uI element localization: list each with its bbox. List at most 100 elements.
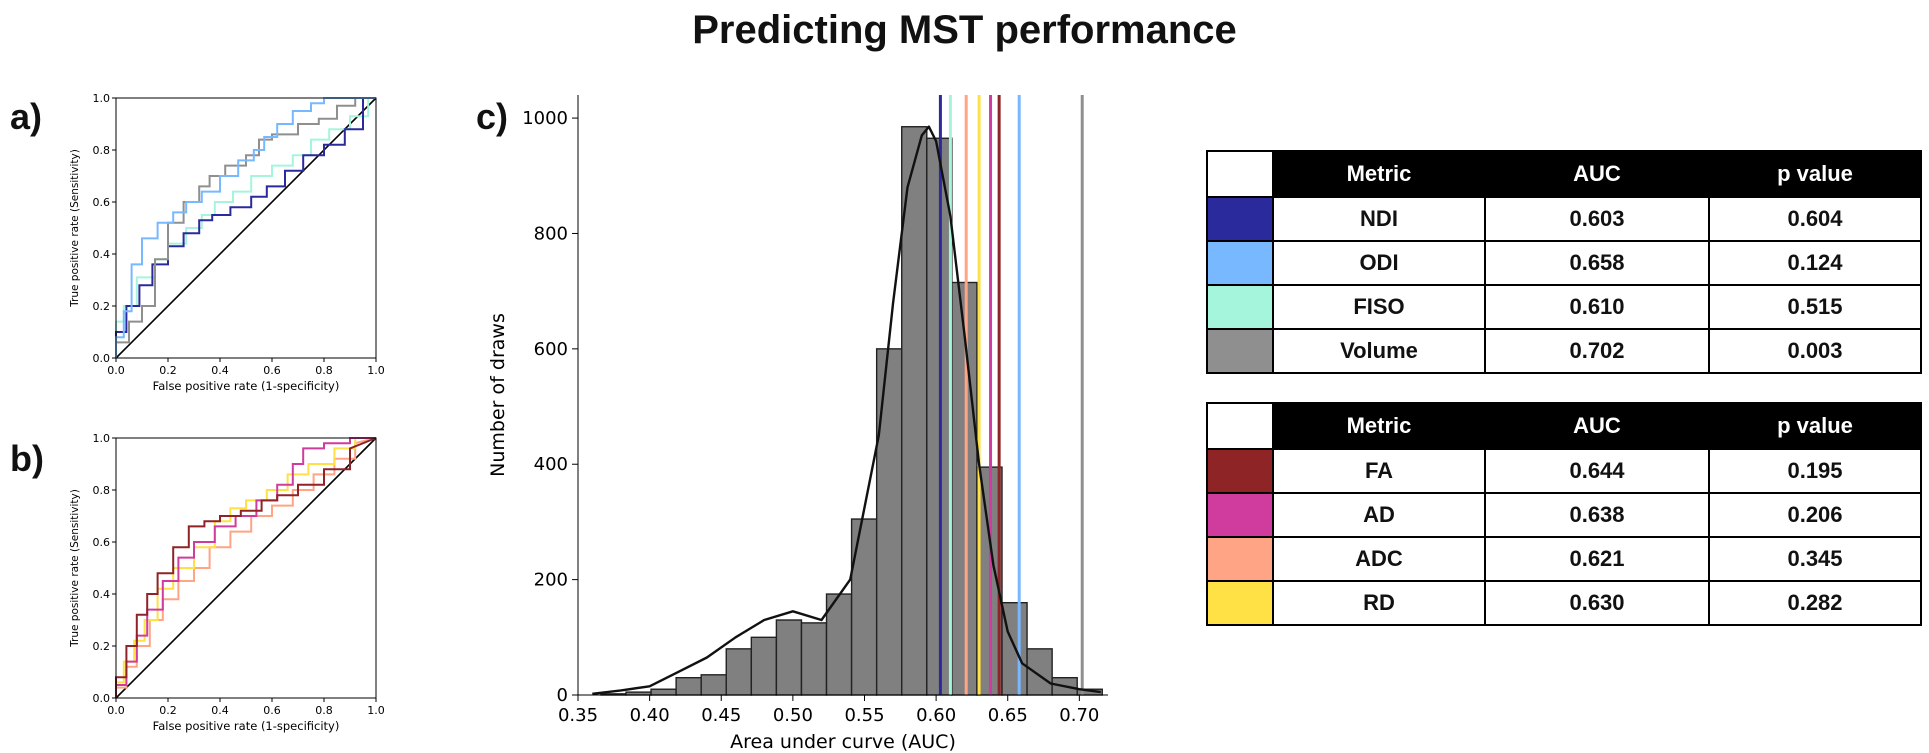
y-tick-label: 0.4 — [93, 248, 111, 261]
chance-diagonal — [115, 97, 377, 359]
table-row: ADC 0.621 0.345 — [1206, 536, 1922, 582]
y-tick-label: 800 — [534, 223, 568, 244]
p-value-cell: 0.124 — [1708, 240, 1922, 286]
auc-cell: 0.644 — [1484, 448, 1710, 494]
table-row: FISO 0.610 0.515 — [1206, 284, 1922, 330]
histogram-bar — [650, 688, 677, 696]
y-tick-label: 0.4 — [93, 588, 111, 601]
y-tick-label: 0.2 — [93, 640, 111, 653]
y-tick-label: 0.8 — [93, 144, 111, 157]
p-value-cell: 0.206 — [1708, 492, 1922, 538]
histogram-bar — [800, 622, 828, 696]
x-tick-label: 0.35 — [558, 705, 598, 726]
y-tick-label: 0 — [557, 685, 568, 706]
auc-cell: 0.610 — [1484, 284, 1710, 330]
page-title: Predicting MST performance — [692, 8, 1237, 52]
metric-cell: AD — [1272, 492, 1486, 538]
histogram-bar — [775, 619, 803, 696]
y-tick-label: 200 — [534, 570, 568, 591]
y-tick-label: 0.8 — [93, 484, 111, 497]
color-swatch — [1206, 492, 1274, 538]
x-tick-label: 0.4 — [211, 364, 229, 377]
y-tick-label: 0.2 — [93, 300, 111, 313]
x-tick-label: 0.8 — [315, 704, 333, 717]
table-row: NDI 0.603 0.604 — [1206, 196, 1922, 242]
p-value-cell: 0.282 — [1708, 580, 1922, 626]
y-tick-label: 0.6 — [93, 536, 111, 549]
roc-curve-odi — [115, 97, 376, 358]
table-header: Metric AUC p value — [1206, 150, 1922, 198]
x-tick-label: 0.55 — [844, 705, 884, 726]
auc-cell: 0.603 — [1484, 196, 1710, 242]
metric-cell: NDI — [1272, 196, 1486, 242]
x-tick-label: 0.50 — [773, 705, 813, 726]
y-tick-label: 1000 — [522, 108, 568, 129]
auc-cell: 0.658 — [1484, 240, 1710, 286]
table-row: ODI 0.658 0.124 — [1206, 240, 1922, 286]
x-tick-label: 1.0 — [367, 364, 385, 377]
y-tick-label: 1.0 — [93, 432, 111, 445]
auc-header: AUC — [1484, 402, 1710, 450]
panel-label-a: a) — [10, 96, 43, 137]
legend-table-1: Metric AUC p value NDI 0.603 0.604 ODI 0.658… — [1206, 150, 1922, 374]
x-tick-label: 0.0 — [107, 364, 125, 377]
histogram-bar — [675, 676, 702, 696]
histogram-bar — [1026, 648, 1053, 696]
color-swatch — [1206, 536, 1274, 582]
p-value-cell: 0.195 — [1708, 448, 1922, 494]
auc-cell: 0.702 — [1484, 328, 1710, 374]
metric-cell: FA — [1272, 448, 1486, 494]
metric-header: Metric — [1272, 402, 1486, 450]
roc-curve-fiso — [115, 97, 376, 358]
roc-chart-b: 0.0 0.2 0.4 0.6 0.8 1.0 0.0 0.2 0.4 0.6 0.8 1.0 Fals… — [69, 432, 385, 733]
auc-header: AUC — [1484, 150, 1710, 198]
plot-frame — [115, 97, 377, 359]
color-swatch — [1206, 284, 1274, 330]
x-tick-label: 0.2 — [159, 704, 177, 717]
table-row: AD 0.638 0.206 — [1206, 492, 1922, 538]
p-value-header: p value — [1708, 402, 1922, 450]
x-tick-label: 0.6 — [263, 364, 281, 377]
panel-label-c: c) — [476, 96, 509, 137]
x-tick-label: 0.40 — [630, 705, 670, 726]
x-tick-label: 0.70 — [1059, 705, 1099, 726]
table-row: RD 0.630 0.282 — [1206, 580, 1922, 626]
p-value-cell: 0.604 — [1708, 196, 1922, 242]
metric-cell: Volume — [1272, 328, 1486, 374]
x-axis-label: Area under curve (AUC) — [730, 731, 956, 753]
histogram-bar — [901, 126, 928, 696]
x-tick-label: 0.6 — [263, 704, 281, 717]
y-tick-label: 1.0 — [93, 92, 111, 105]
histogram-bar — [750, 636, 778, 696]
kde-curve — [592, 125, 1101, 695]
metric-cell: RD — [1272, 580, 1486, 626]
table-row: Volume 0.702 0.003 — [1206, 328, 1922, 374]
y-axis-label: Number of draws — [487, 313, 509, 477]
chance-diagonal — [115, 437, 377, 699]
x-tick-label: 0.0 — [107, 704, 125, 717]
y-tick-label: 0.0 — [93, 692, 111, 705]
p-value-cell: 0.345 — [1708, 536, 1922, 582]
y-tick-label: 0.0 — [93, 352, 111, 365]
x-tick-label: 0.65 — [988, 705, 1028, 726]
color-swatch — [1206, 328, 1274, 374]
table-header: Metric AUC p value — [1206, 402, 1922, 450]
auc-histogram: 0.35 0.40 0.45 0.50 0.55 0.60 0.65 0.70 0 200 400 6… — [487, 95, 1108, 753]
x-axis-label: False positive rate (1-specificity) — [153, 379, 340, 393]
p-value-cell: 0.003 — [1708, 328, 1922, 374]
swatch-header — [1206, 150, 1274, 198]
y-tick-label: 400 — [534, 454, 568, 475]
histogram-bar — [875, 348, 903, 696]
swatch-header — [1206, 402, 1274, 450]
y-axis-label: True positive rate (Sensitivity) — [69, 149, 81, 308]
roc-curve-ndi — [115, 97, 376, 358]
x-tick-label: 0.60 — [916, 705, 956, 726]
auc-cell: 0.630 — [1484, 580, 1710, 626]
p-value-cell: 0.515 — [1708, 284, 1922, 330]
color-swatch — [1206, 580, 1274, 626]
metric-header: Metric — [1272, 150, 1486, 198]
y-tick-label: 600 — [534, 339, 568, 360]
histogram-bar — [850, 518, 878, 696]
histogram-bar — [700, 674, 727, 696]
plot-frame — [115, 437, 377, 699]
